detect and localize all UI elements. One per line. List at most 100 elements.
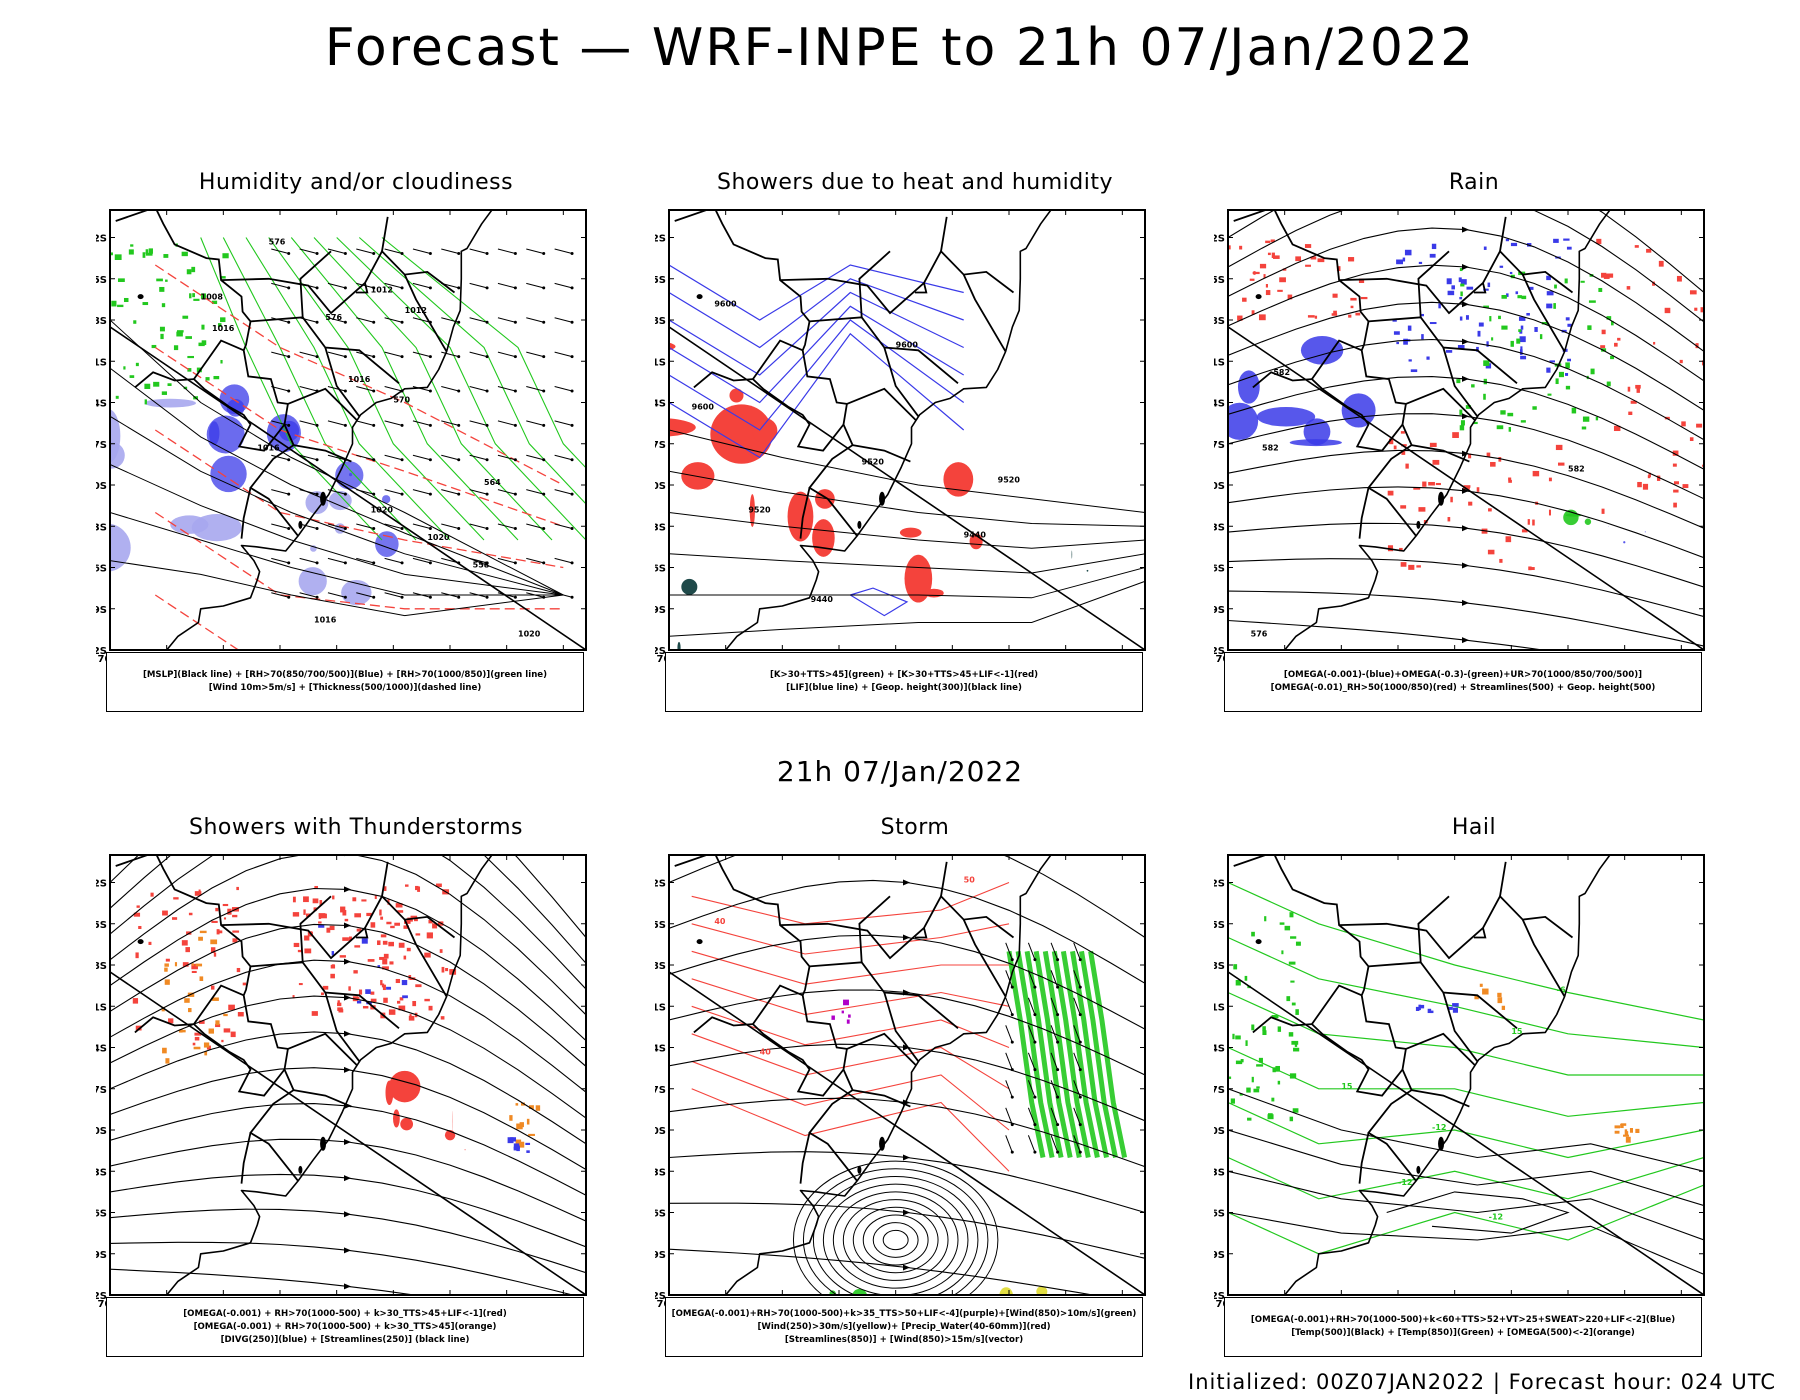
contour-label: 9600 — [896, 341, 919, 350]
lat-tick-label: 36S — [1214, 564, 1225, 575]
lat-tick-label: 33S — [96, 522, 107, 533]
lat-tick-label: 36S — [96, 1209, 107, 1220]
legend-line: [OMEGA(-0.001)+RH>70(1000-500)+k<60+TTS>… — [1250, 1315, 1676, 1325]
contour-label: 50 — [964, 876, 976, 885]
legend-line: [DIVG(250)](blue) + [Streamlines(250)] (… — [220, 1334, 470, 1345]
contour-label: 40 — [714, 917, 726, 926]
legend-line: [LIF](blue line) + [Geop. height(300)](b… — [786, 683, 1022, 693]
legend-box: [OMEGA(-0.001)+RH>70(1000-500)+k<60+TTS>… — [1224, 1297, 1702, 1357]
lat-tick-label: 36S — [655, 564, 666, 575]
contour-label: 582 — [1568, 464, 1585, 473]
panel-showers-thunderstorms: Showers with Thunderstorms 12S 15S 18S 21S 2… — [96, 815, 616, 1385]
contour-label: 9600 — [714, 299, 737, 308]
legend-box: [OMEGA(-0.001)-(blue)+OMEGA(-0.3)-(green… — [1224, 652, 1702, 712]
lat-tick-label: 12S — [1214, 234, 1225, 245]
contour-label: -12 — [1398, 1178, 1412, 1187]
lat-tick-label: 12S — [96, 234, 107, 245]
contour-label: 1020 — [371, 506, 394, 515]
legend-box: [K>30+TTS>45](green) + [K>30+TTS>45+LIF<… — [665, 652, 1143, 712]
lat-tick-label: 15S — [655, 275, 666, 286]
lat-tick-label: 24S — [655, 399, 666, 410]
panel-title: Showers due to heat and humidity — [716, 170, 1114, 195]
lat-tick-label: 36S — [655, 1209, 666, 1220]
contour-label: 1016 — [348, 375, 371, 384]
lat-tick-label: 30S — [1214, 1126, 1225, 1137]
lat-tick-label: 12S — [1214, 879, 1225, 890]
contour-label: 570 — [393, 396, 410, 405]
lat-tick-label: 36S — [96, 564, 107, 575]
contour-label: 40 — [760, 1047, 772, 1056]
contour-label: 9600 — [692, 402, 715, 411]
lat-tick-label: 27S — [1214, 440, 1225, 451]
legend-line: [Wind(250)>30m/s](yellow)+ [Precip_Water… — [757, 1321, 1051, 1332]
contour-label: 9520 — [748, 506, 771, 515]
lat-tick-label: 39S — [96, 1250, 107, 1261]
lat-tick-label: 18S — [96, 316, 107, 327]
lat-tick-label: 33S — [655, 1167, 666, 1178]
lat-tick-label: 39S — [1214, 1250, 1225, 1261]
contour-label: 15 — [1341, 1082, 1353, 1091]
map-plot: -12-12-121515-612S15S18S21S24S27S30S33S3… — [1214, 854, 1705, 1310]
legend-box: [MSLP](Black line) + [RH>70(850/700/500)… — [106, 652, 584, 712]
map-plot: 12S15S18S21S24S27S30S33S36S39S42S70W65W6… — [96, 854, 587, 1310]
legend-box: [OMEGA(-0.001) + RH>70(1000-500) + k>30_… — [106, 1297, 584, 1357]
panel-title: Storm — [880, 815, 950, 840]
legend-line: [Temp(500)](Black) + [Temp(850)](Green) … — [1291, 1328, 1635, 1338]
panel-rain: Rain 582 582 582 576 12S 15S 18S 21S 24S 27S 30S 33… — [1214, 170, 1734, 740]
map-fields: 1008 1012 1012 1016 1016 1016 1020 1020 1020 1016… — [110, 210, 586, 650]
page-title: Forecast — WRF-INPE to 21h 07/Jan/2022 — [324, 18, 1476, 78]
lat-tick-label: 21S — [96, 357, 107, 368]
lat-tick-label: 24S — [96, 399, 107, 410]
lat-tick-label: 39S — [655, 605, 666, 616]
legend-line: [MSLP](Black line) + [RH>70(850/700/500)… — [142, 670, 548, 680]
map-fields — [110, 855, 586, 1295]
lat-tick-label: 24S — [655, 1044, 666, 1055]
lat-tick-label: 30S — [655, 481, 666, 492]
contour-label: 1016 — [212, 324, 235, 333]
lat-tick-label: 30S — [655, 1126, 666, 1137]
map-plot: 40504012S15S18S21S24S27S30S33S36S39S42S7… — [655, 854, 1146, 1310]
lat-tick-label: 30S — [96, 1126, 107, 1137]
panel-hail: Hail -12-12-121515-612S15S18S21S24S27S30… — [1214, 815, 1734, 1385]
lat-tick-label: 21S — [655, 357, 666, 368]
legend-line: [OMEGA(-0.001)-(blue)+OMEGA(-0.3)-(green… — [1283, 670, 1643, 680]
contour-label: -12 — [1489, 1212, 1503, 1221]
map-plot: 582 582 582 576 12S 15S 18S 21S 24S 27S 30S 33S 36S 3… — [1214, 209, 1705, 665]
panel-storm: Storm 40 50 40 12S 15S 18S 21S 24S 27S 30S 33S 36S 3… — [655, 815, 1175, 1385]
map-plot: 9600960096009520952095209440944012S15S18… — [655, 209, 1146, 665]
lat-tick-label: 42S — [655, 646, 666, 657]
legend-line: [OMEGA(-0.001)+RH>70(1000-500)+k>35_TTS>… — [671, 1308, 1137, 1319]
lat-tick-label: 33S — [1214, 522, 1225, 533]
lat-tick-label: 18S — [1214, 961, 1225, 972]
lat-tick-label: 27S — [96, 440, 107, 451]
panel-title: Rain — [1448, 170, 1500, 195]
contour-label: 9440 — [811, 595, 834, 604]
map-fields: 40 50 40 — [669, 855, 1145, 1295]
legend-line: [K>30+TTS>45](green) + [K>30+TTS>45+LIF<… — [769, 670, 1039, 680]
lat-tick-label: 15S — [96, 920, 107, 931]
lat-tick-label: 18S — [96, 961, 107, 972]
lat-tick-label: 27S — [655, 1085, 666, 1096]
initialization-footer: Initialized: 00Z07JAN2022 | Forecast hou… — [1188, 1370, 1776, 1394]
contour-label: 1012 — [405, 306, 427, 315]
legend-box: [OMEGA(-0.001)+RH>70(1000-500)+k>35_TTS>… — [665, 1297, 1143, 1357]
contour-label: 1020 — [427, 533, 450, 542]
lat-tick-label: 39S — [655, 1250, 666, 1261]
lat-tick-label: 27S — [96, 1085, 107, 1096]
contour-label: 1012 — [371, 286, 393, 295]
lat-tick-label: 15S — [655, 920, 666, 931]
valid-time-label: 21h 07/Jan/2022 — [776, 755, 1024, 788]
lat-tick-label: 18S — [1214, 316, 1225, 327]
contour-label: 564 — [484, 478, 501, 487]
contour-label: 558 — [473, 561, 490, 570]
legend-line: [Wind 10m>5m/s] + [Thickness(500/1000)](… — [208, 683, 482, 693]
lat-tick-label: 24S — [1214, 399, 1225, 410]
lat-tick-label: 24S — [96, 1044, 107, 1055]
lat-tick-label: 33S — [96, 1167, 107, 1178]
lat-tick-label: 39S — [96, 605, 107, 616]
lat-tick-label: 30S — [1214, 481, 1225, 492]
panel-humidity-cloudiness: Humidity and/or cloudiness 1008 1012 1012 1… — [96, 170, 616, 740]
contour-label: 9520 — [862, 457, 885, 466]
contour-label: 15 — [1511, 1027, 1523, 1036]
